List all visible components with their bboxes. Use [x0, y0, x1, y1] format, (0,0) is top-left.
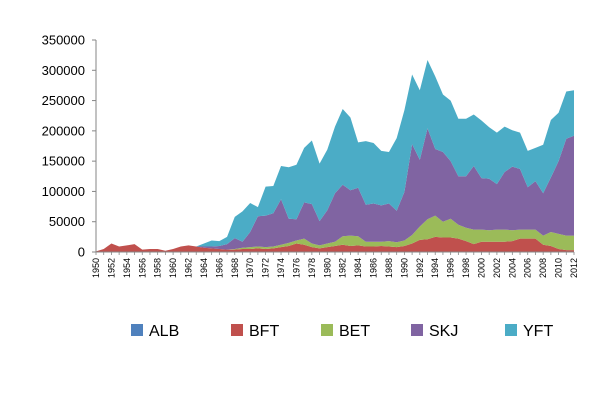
legend-label-alb: ALB [149, 323, 179, 340]
x-tick-label: 2004 [507, 258, 517, 278]
y-tick-label: 100000 [42, 184, 85, 199]
x-tick-label: 2006 [523, 258, 533, 278]
legend-label-bet: BET [339, 323, 370, 340]
x-tick-label: 1990 [399, 258, 409, 278]
x-tick-label: 1998 [461, 258, 471, 278]
legend-swatch-bet [321, 324, 333, 336]
x-tick-label: 1958 [153, 258, 163, 278]
x-tick-label: 1976 [291, 258, 301, 278]
x-tick-label: 2012 [569, 258, 579, 278]
legend-swatch-bft [231, 324, 243, 336]
x-tick-label: 1982 [338, 258, 348, 278]
x-tick-label: 1954 [122, 258, 132, 278]
x-tick-label: 1994 [430, 258, 440, 278]
area-skj [96, 128, 574, 252]
x-tick-label: 1960 [168, 258, 178, 278]
y-tick-label: 300000 [42, 63, 85, 78]
legend-swatch-skj [411, 324, 423, 336]
x-tick-label: 2002 [492, 258, 502, 278]
y-tick-label: 350000 [42, 33, 85, 48]
legend: ALB BFT BET SKJ YFT [131, 323, 553, 340]
x-tick-label: 1968 [230, 258, 240, 278]
x-tick-label: 1964 [199, 258, 209, 278]
legend-label-bft: BFT [249, 323, 279, 340]
area-yft [96, 59, 574, 252]
legend-label-skj: SKJ [429, 323, 458, 340]
x-tick-label: 1980 [322, 258, 332, 278]
y-tick-label: 0 [78, 245, 85, 260]
area-bet [96, 215, 574, 252]
y-tick-label: 200000 [42, 123, 85, 138]
x-tick-label: 1972 [261, 258, 271, 278]
x-tick-label: 2010 [554, 258, 564, 278]
y-tick-label: 50000 [49, 214, 85, 229]
area-bft [96, 236, 574, 252]
x-tick-label: 1996 [446, 258, 456, 278]
y-tick-label: 150000 [42, 154, 85, 169]
x-tick-label: 2000 [476, 258, 486, 278]
x-tick-label: 1962 [184, 258, 194, 278]
y-axis-ticks: 0 50000 100000 150000 200000 250000 300000 3500… [42, 33, 96, 260]
x-tick-label: 1974 [276, 258, 286, 278]
x-axis-ticks: 1950 1952 1954 1956 1958 1960 1962 1964 1966 1968… [91, 252, 579, 278]
series-areas [96, 59, 574, 252]
x-tick-label: 1984 [353, 258, 363, 278]
y-tick-label: 250000 [42, 93, 85, 108]
x-tick-label: 1988 [384, 258, 394, 278]
legend-swatch-yft [505, 324, 517, 336]
x-tick-label: 1966 [214, 258, 224, 278]
legend-label-yft: YFT [523, 323, 553, 340]
x-tick-label: 1970 [245, 258, 255, 278]
x-tick-label: 1992 [415, 258, 425, 278]
x-tick-label: 1956 [137, 258, 147, 278]
x-tick-label: 1952 [106, 258, 116, 278]
legend-swatch-alb [131, 324, 143, 336]
x-tick-label: 2008 [538, 258, 548, 278]
x-tick-label: 1978 [307, 258, 317, 278]
x-tick-label: 1950 [91, 258, 101, 278]
x-tick-label: 1986 [369, 258, 379, 278]
